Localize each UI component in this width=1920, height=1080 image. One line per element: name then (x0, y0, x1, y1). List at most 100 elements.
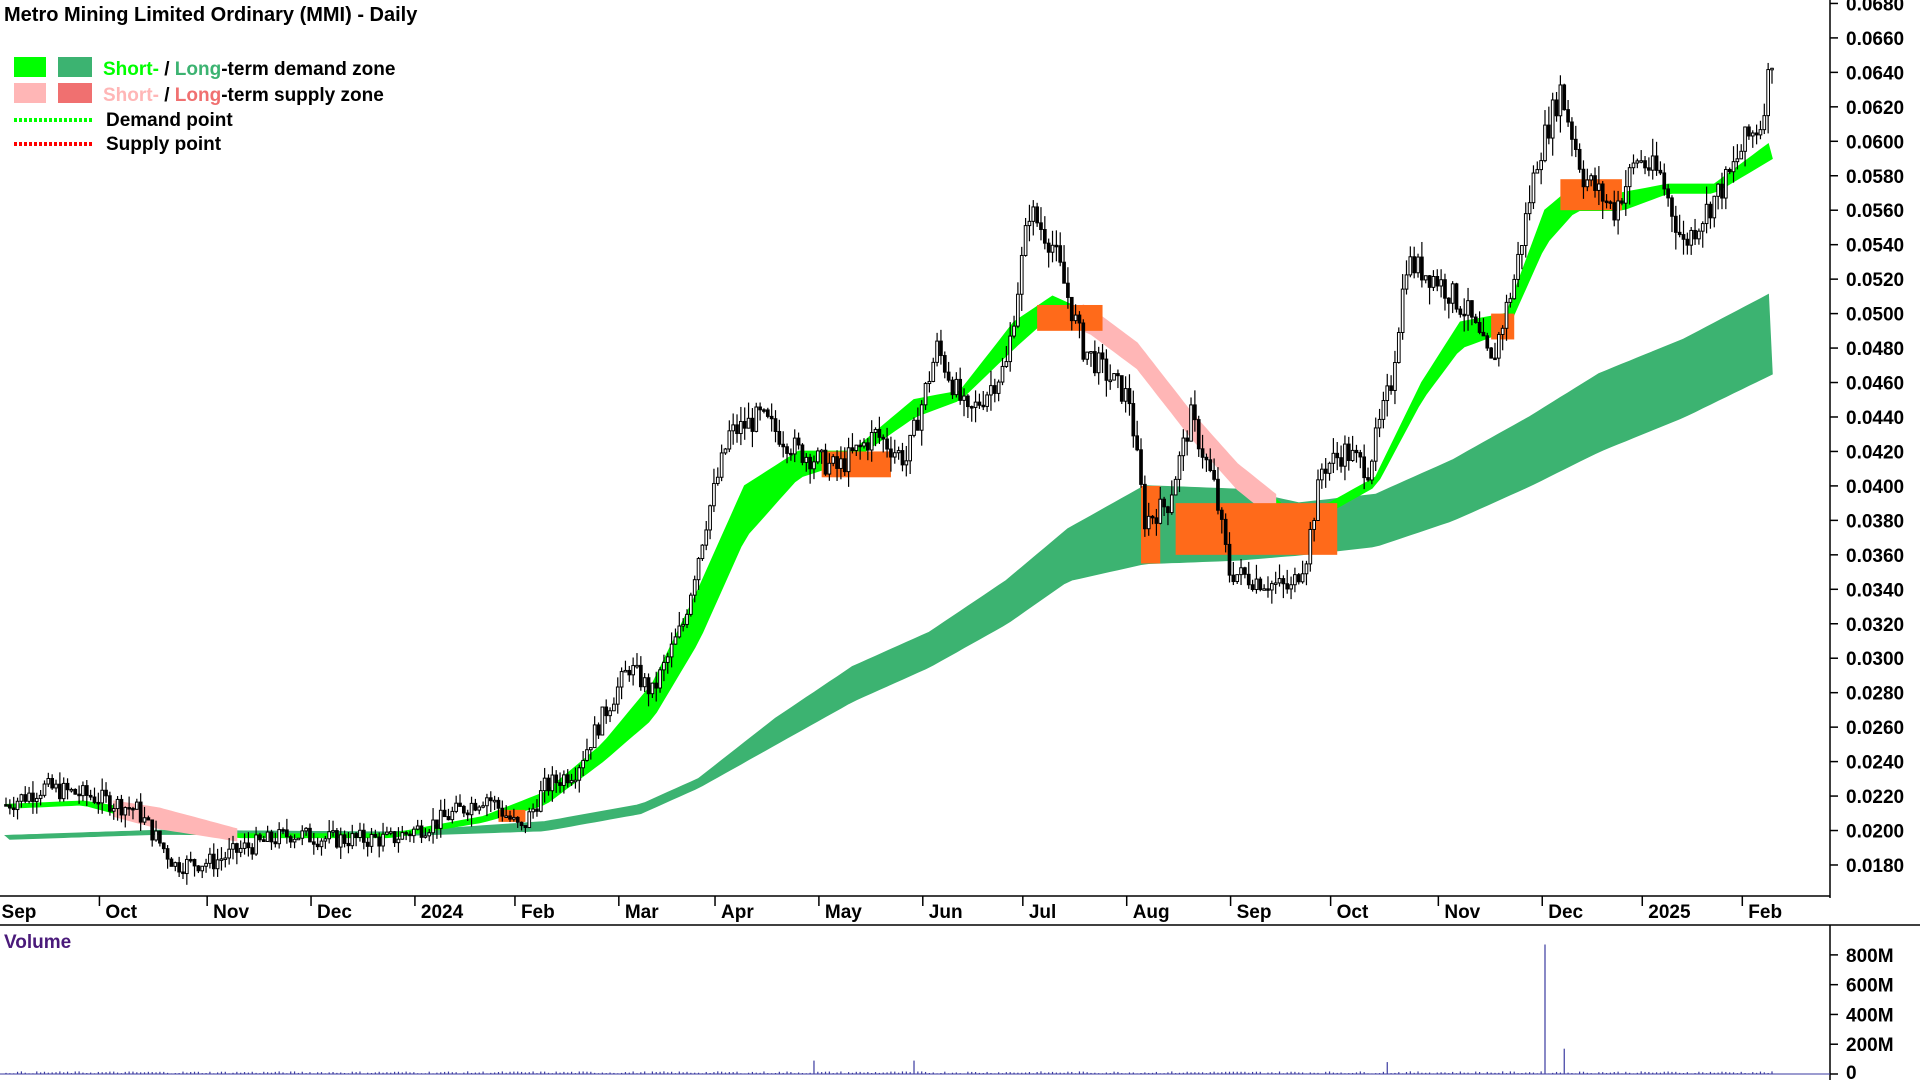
candle (1196, 415, 1201, 457)
candle (1031, 200, 1036, 236)
candle (1670, 195, 1674, 233)
candle (792, 429, 797, 463)
candle (127, 796, 131, 816)
candle (454, 795, 459, 814)
candle (904, 445, 909, 477)
candle (227, 838, 231, 865)
candle (831, 454, 836, 467)
candle (1508, 292, 1513, 308)
candle (238, 840, 243, 858)
x-tick-label: Dec (1548, 902, 1583, 923)
candle (115, 796, 120, 821)
y-tick-label: 0.0360 (1846, 546, 1904, 567)
candle (1527, 185, 1532, 221)
y-tick-label: 0.0340 (1846, 580, 1904, 601)
candle (800, 443, 805, 466)
candle (1289, 576, 1293, 600)
candle (1473, 313, 1478, 324)
candle (865, 438, 870, 461)
candle (615, 677, 620, 714)
x-tick-label: Jun (929, 902, 963, 923)
candle (73, 788, 78, 795)
candle (346, 832, 351, 854)
candle (1285, 569, 1290, 594)
candle (1281, 575, 1286, 599)
candle (504, 805, 509, 818)
candle (361, 823, 366, 850)
candle (1012, 315, 1016, 339)
candle (977, 393, 982, 409)
candle (1219, 507, 1224, 534)
candle (1647, 157, 1651, 177)
legend-demand-zone: Short- / Long-term demand zone (103, 59, 395, 80)
candle (1262, 584, 1266, 591)
candle (1658, 161, 1663, 176)
candle (1081, 319, 1086, 362)
y-tick-label: 0.0620 (1846, 98, 1904, 119)
candle (1131, 390, 1136, 448)
candle (512, 808, 516, 822)
candle (1720, 172, 1724, 210)
candle (550, 766, 555, 802)
candle (1427, 275, 1432, 305)
candle (631, 657, 635, 686)
candle (1200, 434, 1205, 469)
candle (61, 777, 66, 802)
candle (388, 827, 393, 836)
candle (419, 819, 424, 844)
candle (1589, 173, 1594, 187)
candle (1443, 273, 1447, 311)
candle (1312, 517, 1316, 542)
candle (192, 858, 197, 877)
candle (288, 834, 293, 848)
candle (1600, 181, 1605, 219)
legend-supply-sep: / (159, 85, 175, 106)
candle (1597, 166, 1601, 206)
long-term-demand-zone (4, 293, 1773, 840)
candle (235, 842, 239, 865)
candle (1108, 364, 1113, 390)
candle (781, 431, 786, 458)
candle (889, 436, 893, 472)
candle (538, 780, 543, 813)
candle (1631, 154, 1636, 175)
candle (15, 797, 20, 820)
candle (1450, 281, 1455, 314)
candle (1119, 375, 1124, 405)
chart-title: Metro Mining Limited Ordinary (MMI) - Da… (4, 4, 418, 26)
candle (1431, 270, 1436, 291)
candle (1685, 232, 1690, 255)
candle (442, 798, 447, 818)
candle (1296, 573, 1301, 585)
x-tick-label: Apr (721, 902, 754, 923)
candle (981, 391, 986, 411)
candle (1616, 190, 1620, 235)
candle (608, 707, 612, 723)
legend-demand-sep: / (159, 59, 175, 80)
candle (642, 673, 647, 693)
candle (231, 835, 235, 860)
candle (1096, 346, 1101, 385)
candle (1258, 576, 1263, 592)
candle (469, 796, 474, 827)
candle (1227, 532, 1232, 583)
candle (258, 832, 262, 843)
candle (123, 806, 128, 828)
candle (1004, 346, 1009, 368)
y-tick-label: 0.0500 (1846, 305, 1904, 326)
candle (1327, 461, 1332, 481)
candle (142, 806, 147, 825)
y-tick-label: 0.0440 (1846, 408, 1904, 429)
candle (808, 453, 812, 484)
candle (669, 632, 674, 668)
candle (146, 815, 151, 821)
candle (277, 822, 282, 849)
candle (392, 831, 397, 847)
candle (958, 367, 963, 405)
x-tick-label: Mar (625, 902, 659, 923)
candle (1077, 311, 1082, 339)
candle (1716, 183, 1720, 210)
candle (177, 856, 181, 878)
candle (1162, 496, 1166, 517)
